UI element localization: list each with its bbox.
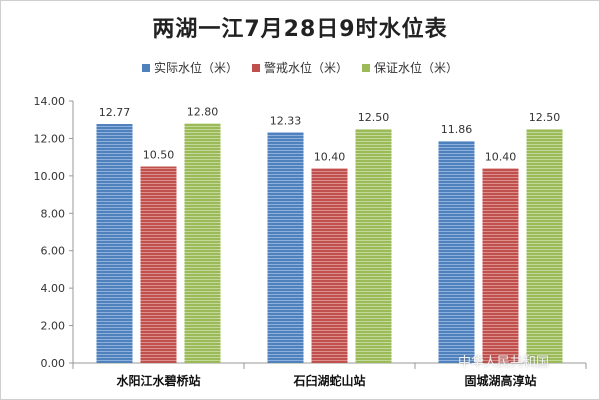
data-label: 12.80 <box>187 105 219 118</box>
watermark-text: 中华人民共和国 <box>457 355 549 370</box>
legend-swatch-actual <box>141 63 150 72</box>
data-label: 12.77 <box>99 106 131 119</box>
legend-swatch-guarantee <box>362 63 370 72</box>
legend: 实际水位（米） 警戒水位（米） 保证水位（米） <box>1 59 599 76</box>
bar <box>96 124 133 363</box>
data-label: 12.33 <box>270 114 302 127</box>
legend-item-actual: 实际水位（米） <box>141 59 238 76</box>
legend-label-guarantee: 保证水位（米） <box>374 61 459 75</box>
y-tick-label: 8.00 <box>41 207 66 220</box>
category-label: 石臼湖蛇山站 <box>292 373 365 388</box>
bar <box>184 123 221 363</box>
y-tick-label: 6.00 <box>41 245 66 258</box>
legend-item-guarantee: 保证水位（米） <box>362 59 458 76</box>
legend-label-warning: 警戒水位（米） <box>263 61 348 75</box>
y-tick-label: 2.00 <box>41 320 66 333</box>
bar <box>140 166 177 363</box>
label-layer: 水阳江水碧桥站 石臼湖蛇山站 固城湖高淳站 12.77 10.50 12.80 12.33 1… <box>99 105 561 388</box>
y-tick-label: 4.00 <box>41 282 66 295</box>
category-label: 固城湖高淳站 <box>464 373 536 388</box>
data-label: 10.40 <box>485 150 517 163</box>
y-tick-label: 14.00 <box>34 95 66 108</box>
data-label: 10.50 <box>143 149 175 162</box>
y-tick-label: 10.00 <box>34 170 66 183</box>
legend-item-warning: 警戒水位（米） <box>251 59 348 76</box>
legend-swatch-warning <box>251 63 260 72</box>
category-label: 水阳江水碧桥站 <box>116 373 200 388</box>
data-label: 10.40 <box>314 150 346 163</box>
bar <box>526 129 563 363</box>
y-tick-label: 0.00 <box>41 357 66 370</box>
bar <box>355 129 392 363</box>
bar <box>482 168 519 363</box>
bar-layer <box>96 123 563 363</box>
bar <box>438 141 475 363</box>
data-label: 11.86 <box>441 123 473 136</box>
bar <box>267 132 304 363</box>
y-tick-label: 12.00 <box>34 132 66 145</box>
legend-label-actual: 实际水位（米） <box>153 61 238 75</box>
bar <box>311 168 348 363</box>
data-label: 12.50 <box>529 111 561 124</box>
chart-title: 两湖一江7月28日9时水位表 <box>152 17 448 42</box>
data-label: 12.50 <box>358 111 390 124</box>
